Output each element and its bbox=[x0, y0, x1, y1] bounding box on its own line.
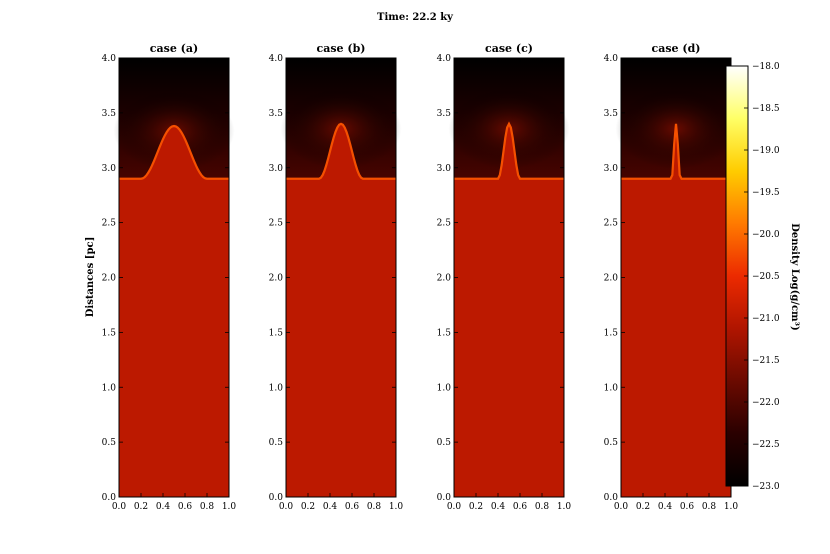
panel-a: case (a) 0.0 0.5 1.0 1.5 2.0 2.5 3.0 3.5 4.0 0.0 0.… bbox=[102, 42, 237, 512]
y-tick-label: 0.0 bbox=[102, 493, 117, 503]
x-tick-label: 0.6 bbox=[178, 502, 193, 512]
colorbar: −18.0 −18.5 −19.0 −19.5 −20.0 −20.5 −21.0 −21.5… bbox=[725, 62, 780, 492]
x-tick-label: 0.0 bbox=[279, 502, 294, 512]
x-tick-label: 1.0 bbox=[222, 502, 237, 512]
x-tick-label: 0.2 bbox=[301, 502, 315, 512]
panel-d: case (d) 0.0 0.5 1.0 1.5 2.0 2.5 3.0 3.5 4.0 0.0 0.… bbox=[604, 42, 739, 512]
dense-region bbox=[454, 123, 564, 497]
y-tick-label: 0.5 bbox=[102, 438, 117, 448]
x-tick-label: 0.0 bbox=[614, 502, 629, 512]
x-tick-label: 0.6 bbox=[513, 502, 528, 512]
y-tick-label: 2.0 bbox=[102, 274, 117, 284]
y-tick-label: 1.5 bbox=[604, 328, 619, 338]
y-axis-label: Distances [pc] bbox=[85, 237, 96, 318]
x-tick-label: 0.4 bbox=[156, 502, 171, 512]
shock-front bbox=[119, 124, 229, 180]
panel-title: case (a) bbox=[150, 42, 198, 55]
y-tick-label: 1.0 bbox=[604, 383, 619, 393]
x-tick-label: 0.6 bbox=[345, 502, 360, 512]
x-tick-label: 0.4 bbox=[323, 502, 338, 512]
x-tick-label: 0.2 bbox=[636, 502, 650, 512]
y-tick-label: 2.5 bbox=[437, 219, 452, 229]
x-tick-label: 0.6 bbox=[680, 502, 695, 512]
colorbar-tick-label: −20.5 bbox=[752, 272, 780, 282]
x-tick-label: 0.8 bbox=[535, 502, 550, 512]
colorbar-tick-label: −21.0 bbox=[752, 314, 780, 324]
y-tick-label: 2.0 bbox=[604, 274, 619, 284]
y-tick-label: 4.0 bbox=[437, 54, 452, 64]
y-tick-label: 3.5 bbox=[269, 109, 284, 119]
y-tick-label: 2.5 bbox=[604, 219, 619, 229]
y-tick-label: 2.0 bbox=[269, 274, 284, 284]
colorbar-tick-label: −23.0 bbox=[752, 482, 780, 492]
colorbar-tick-label: −22.5 bbox=[752, 440, 780, 450]
colorbar-tick-label: −22.0 bbox=[752, 398, 780, 408]
x-tick-label: 1.0 bbox=[557, 502, 572, 512]
colorbar-tick-label: −20.0 bbox=[752, 230, 780, 240]
colorbar-tick-label: −19.0 bbox=[752, 146, 780, 156]
x-tick-label: 0.0 bbox=[447, 502, 462, 512]
y-tick-label: 0.0 bbox=[437, 493, 452, 503]
y-tick-label: 0.5 bbox=[269, 438, 284, 448]
x-tick-label: 0.8 bbox=[702, 502, 717, 512]
y-tick-label: 0.0 bbox=[269, 493, 284, 503]
panel-title: case (d) bbox=[652, 42, 701, 55]
x-tick-label: 0.2 bbox=[469, 502, 483, 512]
colorbar-tick-label: −18.0 bbox=[752, 62, 780, 72]
y-tick-label: 1.0 bbox=[102, 383, 117, 393]
colorbar-tick-label: −18.5 bbox=[752, 104, 780, 114]
x-tick-label: 0.4 bbox=[658, 502, 673, 512]
y-tick-label: 2.0 bbox=[437, 274, 452, 284]
x-tick-label: 0.8 bbox=[200, 502, 215, 512]
panel-c: case (c) 0.0 0.5 1.0 1.5 2.0 2.5 3.0 3.5 4.0 0.0 0.… bbox=[437, 42, 572, 512]
dense-region bbox=[286, 123, 396, 497]
x-tick-label: 0.8 bbox=[367, 502, 382, 512]
x-tick-label: 0.2 bbox=[134, 502, 148, 512]
panels: case (a)0.00.51.01.52.02.53.03.54.00.0 0.… bbox=[102, 42, 739, 512]
y-tick-label: 3.0 bbox=[102, 164, 117, 174]
colorbar-tick-label: −19.5 bbox=[752, 188, 780, 198]
y-tick-label: 4.0 bbox=[604, 54, 619, 64]
y-tick-label: 2.5 bbox=[102, 219, 117, 229]
figure-title: Time: 22.2 ky bbox=[377, 12, 454, 23]
y-tick-label: 1.5 bbox=[102, 328, 117, 338]
panel-title: case (b) bbox=[317, 42, 366, 55]
x-tick-label: 0.4 bbox=[491, 502, 506, 512]
y-tick-label: 0.5 bbox=[604, 438, 619, 448]
colorbar-label: Density Log(g/cm³) bbox=[789, 223, 800, 331]
y-tick-label: 4.0 bbox=[102, 54, 117, 64]
dense-region bbox=[621, 123, 731, 497]
y-tick-label: 0.0 bbox=[604, 493, 619, 503]
panel-title: case (c) bbox=[485, 42, 533, 55]
y-tick-label: 3.0 bbox=[269, 164, 284, 174]
shock-front bbox=[454, 121, 564, 180]
y-tick-label: 1.5 bbox=[269, 328, 284, 338]
y-tick-label: 3.5 bbox=[437, 109, 452, 119]
x-tick-label: 1.0 bbox=[389, 502, 404, 512]
panel-b: case (b) 0.0 0.5 1.0 1.5 2.0 2.5 3.0 3.5 4.0 0.0 0.… bbox=[269, 42, 404, 512]
y-tick-label: 1.0 bbox=[269, 383, 284, 393]
y-tick-label: 3.0 bbox=[604, 164, 619, 174]
colorbar-tick-label: −21.5 bbox=[752, 356, 780, 366]
y-tick-label: 3.0 bbox=[437, 164, 452, 174]
y-tick-label: 0.5 bbox=[437, 438, 452, 448]
shock-front bbox=[286, 122, 396, 180]
y-tick-label: 4.0 bbox=[269, 54, 284, 64]
shock-front bbox=[621, 123, 731, 180]
y-tick-label: 1.0 bbox=[437, 383, 452, 393]
x-tick-label: 1.0 bbox=[724, 502, 739, 512]
y-tick-label: 3.5 bbox=[102, 109, 117, 119]
dense-region bbox=[119, 126, 229, 498]
x-tick-label: 0.0 bbox=[112, 502, 127, 512]
y-tick-label: 1.5 bbox=[437, 328, 452, 338]
y-tick-label: 3.5 bbox=[604, 109, 619, 119]
y-tick-label: 2.5 bbox=[269, 219, 284, 229]
